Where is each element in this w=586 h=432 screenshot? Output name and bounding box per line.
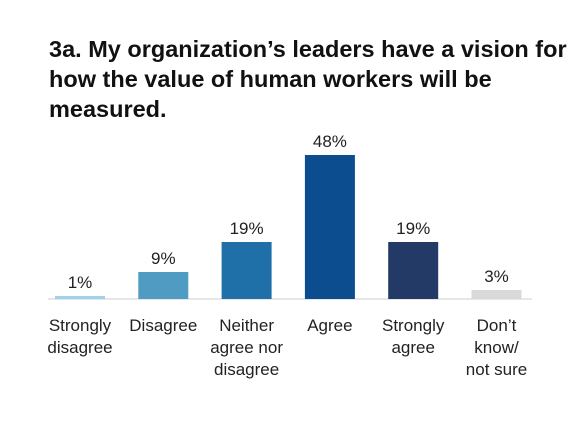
bars-group [55, 155, 522, 299]
bar-1 [138, 272, 189, 299]
bar-2 [221, 242, 272, 299]
value-label-4: 19% [396, 219, 430, 238]
category-label-line: not sure [466, 360, 527, 379]
category-label-line: agree nor [210, 338, 283, 357]
category-label-0: Strongly disagree [47, 316, 112, 357]
category-label-line: Disagree [129, 316, 197, 335]
bar-3 [304, 155, 355, 299]
category-label-line: know/ [474, 338, 519, 357]
category-label-4: Strongly agree [382, 316, 445, 357]
value-label-3: 48% [313, 132, 347, 151]
value-label-1: 9% [151, 249, 176, 268]
value-label-2: 19% [230, 219, 264, 238]
value-labels-group: 1% 9% 19% 48% 19% 3% [68, 132, 509, 292]
category-label-2: Neither agree nor disagree [210, 316, 283, 379]
bar-4 [388, 242, 439, 299]
category-label-line: agree [391, 338, 434, 357]
value-label-5: 3% [484, 267, 509, 286]
category-label-line: disagree [214, 360, 279, 379]
value-label-0: 1% [68, 273, 93, 292]
category-label-1: Disagree [129, 316, 197, 335]
category-label-line: Don’t [477, 316, 517, 335]
category-label-line: Neither [219, 316, 274, 335]
category-label-line: Strongly [49, 316, 112, 335]
bar-0 [55, 296, 105, 299]
category-label-line: Strongly [382, 316, 445, 335]
category-label-5: Don’t know/not sure [466, 316, 527, 379]
category-label-3: Agree [307, 316, 352, 335]
category-label-line: Agree [307, 316, 352, 335]
category-label-line: disagree [47, 338, 112, 357]
chart-title: 3a. My organization’s leaders have a vis… [49, 36, 567, 122]
category-labels-group: Strongly disagree Disagree Neither agree nor… [47, 316, 527, 379]
bar-5 [471, 290, 522, 299]
